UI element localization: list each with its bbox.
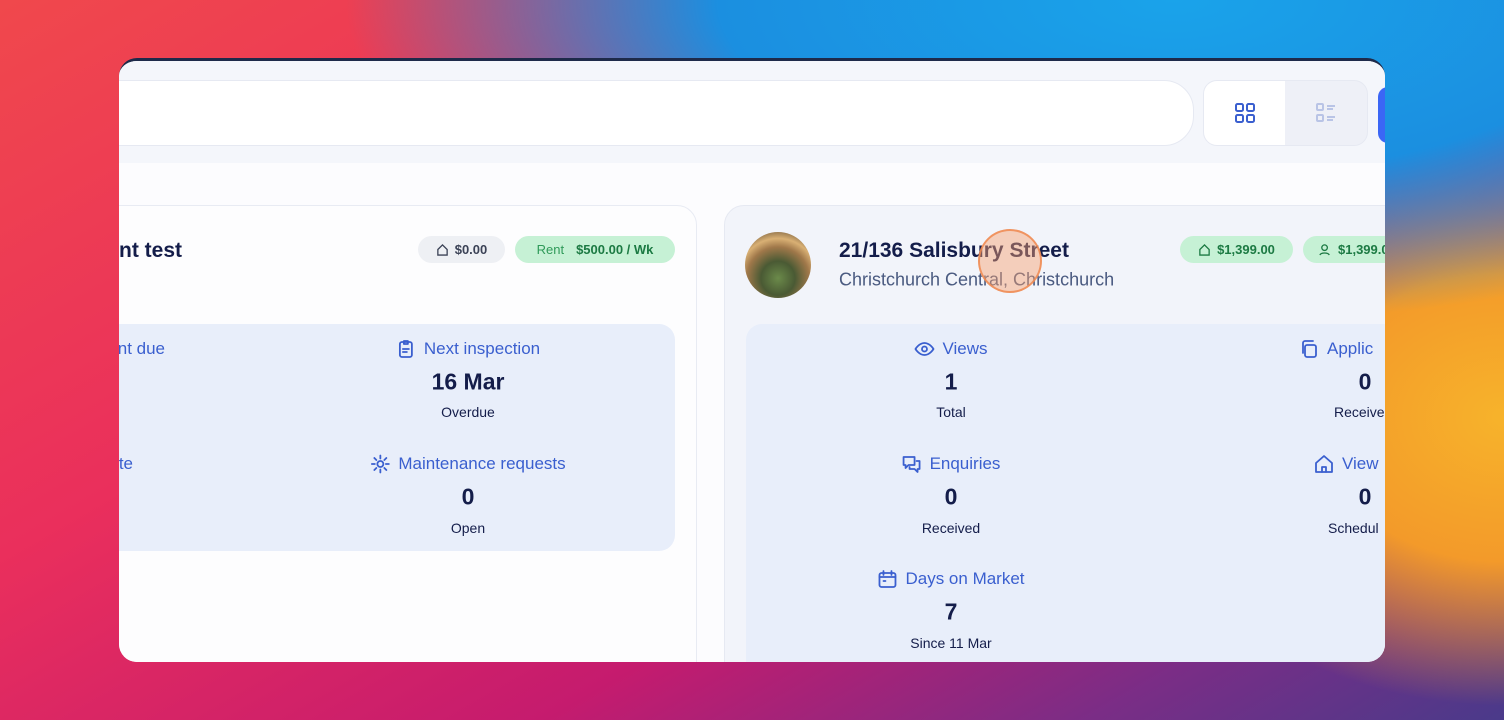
rent-badge: Rent $500.00 / Wk — [515, 236, 675, 263]
stat-label: Enquiries — [902, 454, 1001, 474]
label-text: Applic — [1327, 339, 1374, 358]
stat-caption: Received — [921, 520, 981, 536]
price-badge: $1,399.00 — [1180, 236, 1293, 263]
stat-value: 16 Mar — [431, 368, 505, 395]
badge-icon — [436, 243, 448, 256]
stats-panel — [119, 324, 675, 551]
grid-icon — [1234, 103, 1255, 123]
stat-label: Maintenance requests — [370, 454, 566, 474]
search-input[interactable] — [119, 80, 1194, 146]
gear-icon — [370, 454, 390, 474]
badge-label: Rent — [536, 242, 565, 257]
stat-value: 0 — [1358, 368, 1372, 395]
stat-caption: Schedul — [1328, 520, 1379, 536]
label-text: Maintenance requests — [398, 454, 566, 473]
home-icon — [1315, 455, 1333, 473]
badge-text: $1,399.00 — [1217, 242, 1275, 257]
stats-panel — [746, 324, 1385, 662]
card-subtitle: Christchurch Central, Christchurch — [839, 269, 1115, 290]
badge-icon — [1319, 244, 1330, 256]
stat-label: Applic — [1299, 339, 1373, 359]
eye-icon — [914, 342, 935, 356]
label-text: Views — [942, 339, 988, 358]
cursor-highlight — [978, 229, 1042, 293]
chat-icon — [902, 456, 921, 473]
stat-value: 7 — [944, 598, 958, 625]
label-text: Enquiries — [929, 454, 1001, 473]
primary-button[interactable] — [1378, 87, 1385, 143]
stat-label: Days on Market — [877, 569, 1025, 589]
stat-caption: Total — [936, 404, 966, 420]
price-badge: $0.00 — [418, 236, 505, 263]
stat-value: 0 — [944, 483, 958, 510]
stat-caption: Open — [450, 520, 486, 536]
stat-value: 1 — [944, 368, 958, 395]
badge-text: $500.00 / Wk — [576, 242, 654, 257]
calendar-icon — [878, 570, 897, 588]
stat-label: nt due — [119, 339, 165, 358]
stat-caption: Since 11 Mar — [910, 635, 992, 651]
stat-label: Views — [914, 339, 988, 359]
card-title: nt test — [119, 239, 182, 262]
label-text: Days on Market — [905, 569, 1025, 588]
app-window: nt test $0.00 Rent $500.00 / Wk nt due N… — [119, 58, 1385, 662]
property-photo — [745, 232, 811, 298]
stat-caption: Receive — [1334, 404, 1385, 420]
stat-label: View — [1314, 454, 1379, 474]
list-icon — [1316, 103, 1335, 122]
badge-icon — [1199, 243, 1210, 256]
price-badge: $1,399.0 — [1303, 236, 1385, 263]
copy-icon — [1302, 340, 1317, 358]
view-toggle — [1203, 80, 1368, 146]
stat-label: te — [119, 454, 133, 473]
badge-text: $0.00 — [454, 242, 488, 257]
stat-caption: Overdue — [441, 404, 495, 420]
list-view-button[interactable] — [1285, 81, 1367, 145]
stat-value: 0 — [461, 483, 475, 510]
stat-label: Next inspection — [396, 339, 540, 359]
clipboard-icon — [398, 340, 413, 358]
label-text: Next inspection — [423, 339, 541, 358]
label-text: View — [1342, 454, 1379, 473]
grid-view-button[interactable] — [1204, 81, 1285, 145]
badge-text: $1,399.0 — [1338, 242, 1385, 257]
stat-value: 0 — [1358, 483, 1372, 510]
